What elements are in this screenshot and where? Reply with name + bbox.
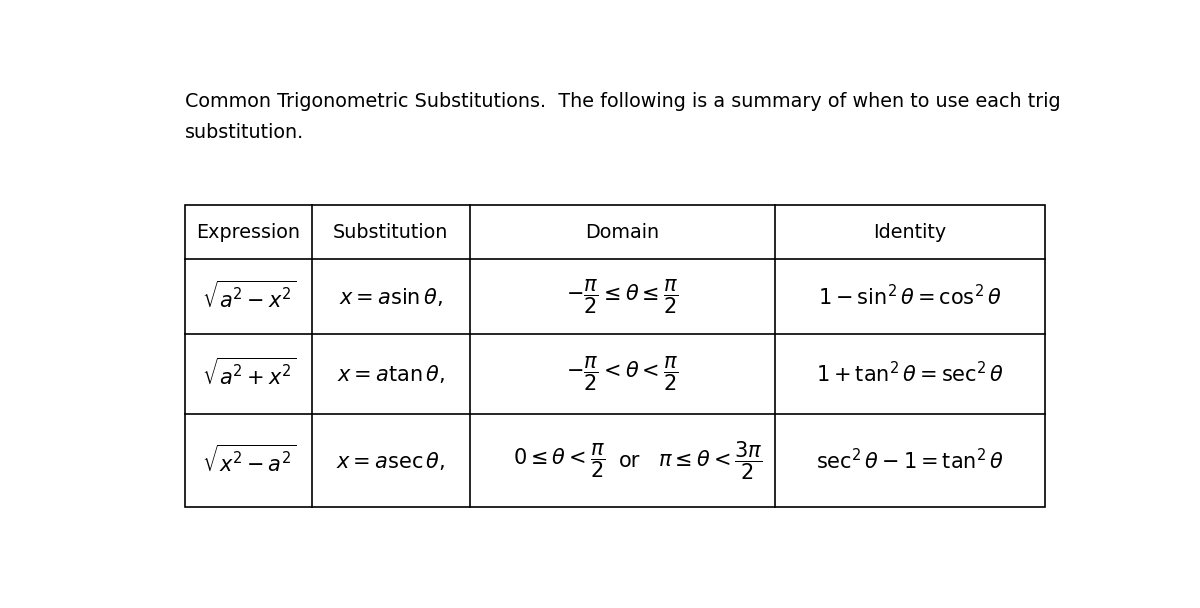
Text: Common Trigonometric Substitutions.  The following is a summary of when to use e: Common Trigonometric Substitutions. The … (185, 92, 1061, 111)
Text: Expression: Expression (197, 223, 300, 241)
Text: Substitution: Substitution (334, 223, 449, 241)
Text: $\sqrt{a^2 - x^2}$: $\sqrt{a^2 - x^2}$ (202, 281, 295, 313)
Text: $x = a\sin\theta,$: $x = a\sin\theta,$ (338, 286, 443, 308)
Text: $-\dfrac{\pi}{2} < \theta < \dfrac{\pi}{2}$: $-\dfrac{\pi}{2} < \theta < \dfrac{\pi}{… (566, 354, 679, 393)
Text: $1 - \sin^2\theta = \cos^2\theta$: $1 - \sin^2\theta = \cos^2\theta$ (818, 284, 1002, 309)
Text: $0 \leq \theta < \dfrac{\pi}{2}$: $0 \leq \theta < \dfrac{\pi}{2}$ (512, 441, 606, 480)
Text: Identity: Identity (874, 223, 947, 241)
Text: $\pi \leq \theta < \dfrac{3\pi}{2}$: $\pi \leq \theta < \dfrac{3\pi}{2}$ (659, 440, 763, 482)
Text: substitution.: substitution. (185, 123, 305, 142)
Text: $-\dfrac{\pi}{2} \leq \theta \leq \dfrac{\pi}{2}$: $-\dfrac{\pi}{2} \leq \theta \leq \dfrac… (566, 277, 679, 316)
Text: Domain: Domain (586, 223, 660, 241)
Text: $\sec^2\theta - 1 = \tan^2\theta$: $\sec^2\theta - 1 = \tan^2\theta$ (816, 448, 1004, 473)
Text: $\sqrt{a^2 + x^2}$: $\sqrt{a^2 + x^2}$ (202, 358, 295, 390)
Text: $x = a\sec\theta,$: $x = a\sec\theta,$ (336, 449, 445, 472)
Text: $\sqrt{x^2 - a^2}$: $\sqrt{x^2 - a^2}$ (202, 445, 295, 477)
Text: or: or (619, 451, 641, 471)
Text: $x = a\tan\theta,$: $x = a\tan\theta,$ (337, 363, 445, 385)
Text: $1 + \tan^2\theta = \sec^2\theta$: $1 + \tan^2\theta = \sec^2\theta$ (816, 361, 1004, 387)
